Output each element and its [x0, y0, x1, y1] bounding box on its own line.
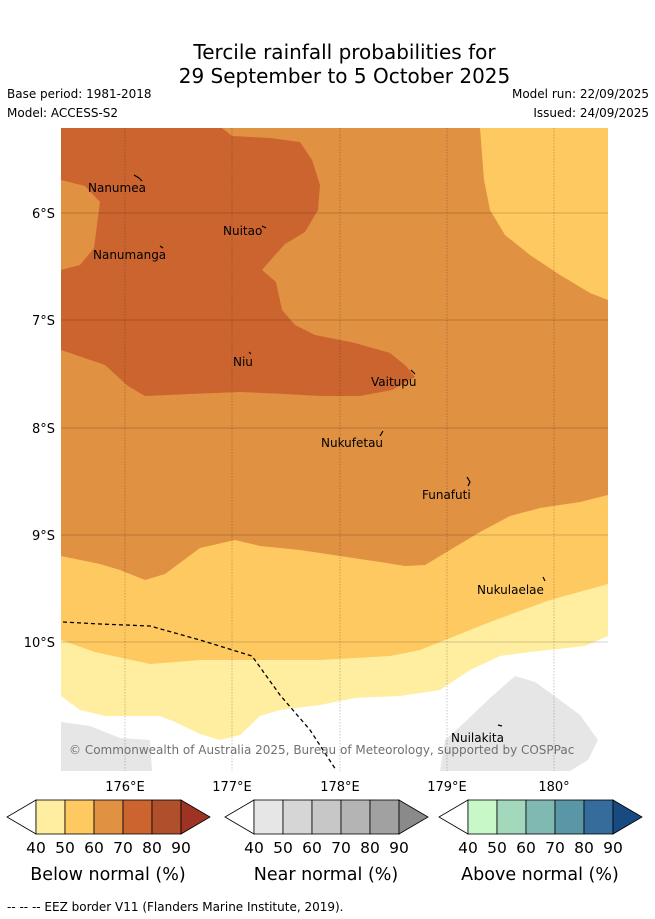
- lon-label-180: 180°: [538, 780, 569, 795]
- band-below-60-70-nw-pocket: [61, 180, 100, 270]
- colorbar-swatch: [525, 799, 556, 835]
- cbar-below-tick: 90: [171, 839, 191, 857]
- island-vaitupu: [410, 369, 416, 375]
- island-niu: [248, 351, 252, 355]
- place-label-nukufetau: Nukufetau: [321, 436, 383, 450]
- cbar-below-tick: 80: [142, 839, 162, 857]
- colorbar-near-normal: 40 50 60 70 80 90 Near normal (%): [224, 799, 429, 885]
- model-name: Model: ACCESS-S2: [7, 106, 119, 120]
- eez-footnote: -- -- -- EEZ border V11 (Flanders Marine…: [7, 900, 344, 914]
- near-normal-40-50-area: [440, 676, 598, 771]
- island-nukufetau: [379, 430, 384, 437]
- lon-label-177: 177°E: [212, 780, 252, 795]
- place-label-nanumanga: Nanumanga: [93, 248, 166, 262]
- cbar-near-tick: 40: [244, 839, 264, 857]
- cbar-near-tick: 80: [360, 839, 380, 857]
- colorbar-swatch: [122, 799, 153, 835]
- colorbar-swatch: [151, 799, 182, 835]
- map-figure: Nanumea Nuitao Nanumanga Niu Vaitupu Nuk…: [6, 128, 643, 885]
- place-label-vaitupu: Vaitupu: [371, 375, 417, 389]
- colorbar-extend-high: [398, 799, 429, 835]
- band-below-70-80: [61, 128, 415, 396]
- colorbar-swatch: [311, 799, 342, 835]
- island-nuitao: [261, 225, 267, 229]
- colorbar-above-title: Above normal (%): [461, 865, 619, 885]
- eez-border-line: [62, 621, 337, 771]
- colorbar-swatch: [93, 799, 124, 835]
- colorbar-extend-low: [6, 799, 37, 835]
- colorbar-swatch: [467, 799, 498, 835]
- colorbar-legends: 40 50 60 70 80 90 Below normal (%) 40 50…: [6, 799, 643, 885]
- map-title: Tercile rainfall probabilities for 29 Se…: [0, 40, 655, 88]
- colorbar-extend-high: [180, 799, 211, 835]
- cbar-below-tick: 50: [55, 839, 75, 857]
- colorbar-below-normal: 40 50 60 70 80 90 Below normal (%): [6, 799, 211, 885]
- colorbar-extend-low: [438, 799, 469, 835]
- cbar-above-tick: 70: [545, 839, 565, 857]
- cbar-above-tick: 90: [603, 839, 623, 857]
- colorbar-below-title: Below normal (%): [30, 865, 185, 885]
- colorbar-extend-high: [612, 799, 643, 835]
- colorbar-swatch: [282, 799, 313, 835]
- model-run-date: Model run: 22/09/2025: [511, 87, 649, 101]
- lon-label-178: 178°E: [320, 780, 360, 795]
- cbar-near-tick: 50: [273, 839, 293, 857]
- colorbar-swatch: [369, 799, 400, 835]
- place-label-niu: Niu: [233, 355, 253, 369]
- cbar-above-tick: 80: [574, 839, 594, 857]
- base-period: Base period: 1981-2018: [7, 87, 152, 101]
- island-nanumanga: [159, 245, 164, 249]
- title-line-2: 29 September to 5 October 2025: [178, 64, 511, 88]
- map-plot-area: Nanumea Nuitao Nanumanga Niu Vaitupu Nuk…: [61, 128, 608, 771]
- lon-label-179: 179°E: [427, 780, 467, 795]
- island-nanumea: [133, 174, 143, 182]
- cbar-below-tick: 60: [84, 839, 104, 857]
- cbar-above-tick: 60: [516, 839, 536, 857]
- colorbar-swatch: [340, 799, 371, 835]
- colorbar-near-title: Near normal (%): [254, 865, 399, 885]
- colorbar-below-ticks: 40 50 60 70 80 90: [26, 839, 191, 857]
- cbar-near-tick: 90: [389, 839, 409, 857]
- colorbar-near-ticks: 40 50 60 70 80 90: [244, 839, 409, 857]
- lat-label-9s: 9°S: [32, 529, 55, 544]
- colorbar-extend-low: [224, 799, 255, 835]
- colorbar-swatch: [554, 799, 585, 835]
- place-label-nuitao: Nuitao: [223, 224, 262, 238]
- colorbar-swatch: [496, 799, 527, 835]
- island-funafuti: [466, 476, 471, 487]
- island-nuilakita: [497, 724, 503, 727]
- cbar-above-tick: 50: [487, 839, 507, 857]
- island-nukulaelae: [542, 576, 546, 582]
- cbar-near-tick: 60: [302, 839, 322, 857]
- lat-label-10s: 10°S: [24, 636, 55, 651]
- issued-date: Issued: 24/09/2025: [533, 106, 649, 120]
- copyright-notice: © Commonwealth of Australia 2025, Bureau…: [69, 743, 574, 757]
- islands: [133, 174, 546, 727]
- lat-label-7s: 7°S: [32, 314, 55, 329]
- colorbar-above-ticks: 40 50 60 70 80 90: [458, 839, 623, 857]
- place-label-nukulaelae: Nukulaelae: [477, 583, 544, 597]
- cbar-below-tick: 40: [26, 839, 46, 857]
- title-line-1: Tercile rainfall probabilities for: [193, 40, 496, 64]
- cbar-below-tick: 70: [113, 839, 133, 857]
- cbar-above-tick: 40: [458, 839, 478, 857]
- colorbar-swatch: [64, 799, 95, 835]
- place-label-nanumea: Nanumea: [88, 181, 146, 195]
- colorbar-swatch: [35, 799, 66, 835]
- latitude-labels: 6°S 7°S 8°S 9°S 10°S: [24, 207, 55, 651]
- colorbar-above-normal: 40 50 60 70 80 90 Above normal (%): [438, 799, 643, 885]
- colorbar-swatch: [253, 799, 284, 835]
- near-normal-40-50-area-sw: [61, 722, 152, 771]
- lat-label-6s: 6°S: [32, 207, 55, 222]
- colorbar-swatch: [583, 799, 614, 835]
- lon-label-176: 176°E: [105, 780, 145, 795]
- cbar-near-tick: 70: [331, 839, 351, 857]
- place-label-funafuti: Funafuti: [422, 488, 471, 502]
- lat-label-8s: 8°S: [32, 422, 55, 437]
- place-label-nuilakita: Nuilakita: [451, 731, 504, 745]
- graticule: [61, 128, 608, 771]
- longitude-labels: 176°E 177°E 178°E 179°E 180°: [105, 780, 569, 795]
- place-labels: Nanumea Nuitao Nanumanga Niu Vaitupu Nuk…: [88, 181, 544, 745]
